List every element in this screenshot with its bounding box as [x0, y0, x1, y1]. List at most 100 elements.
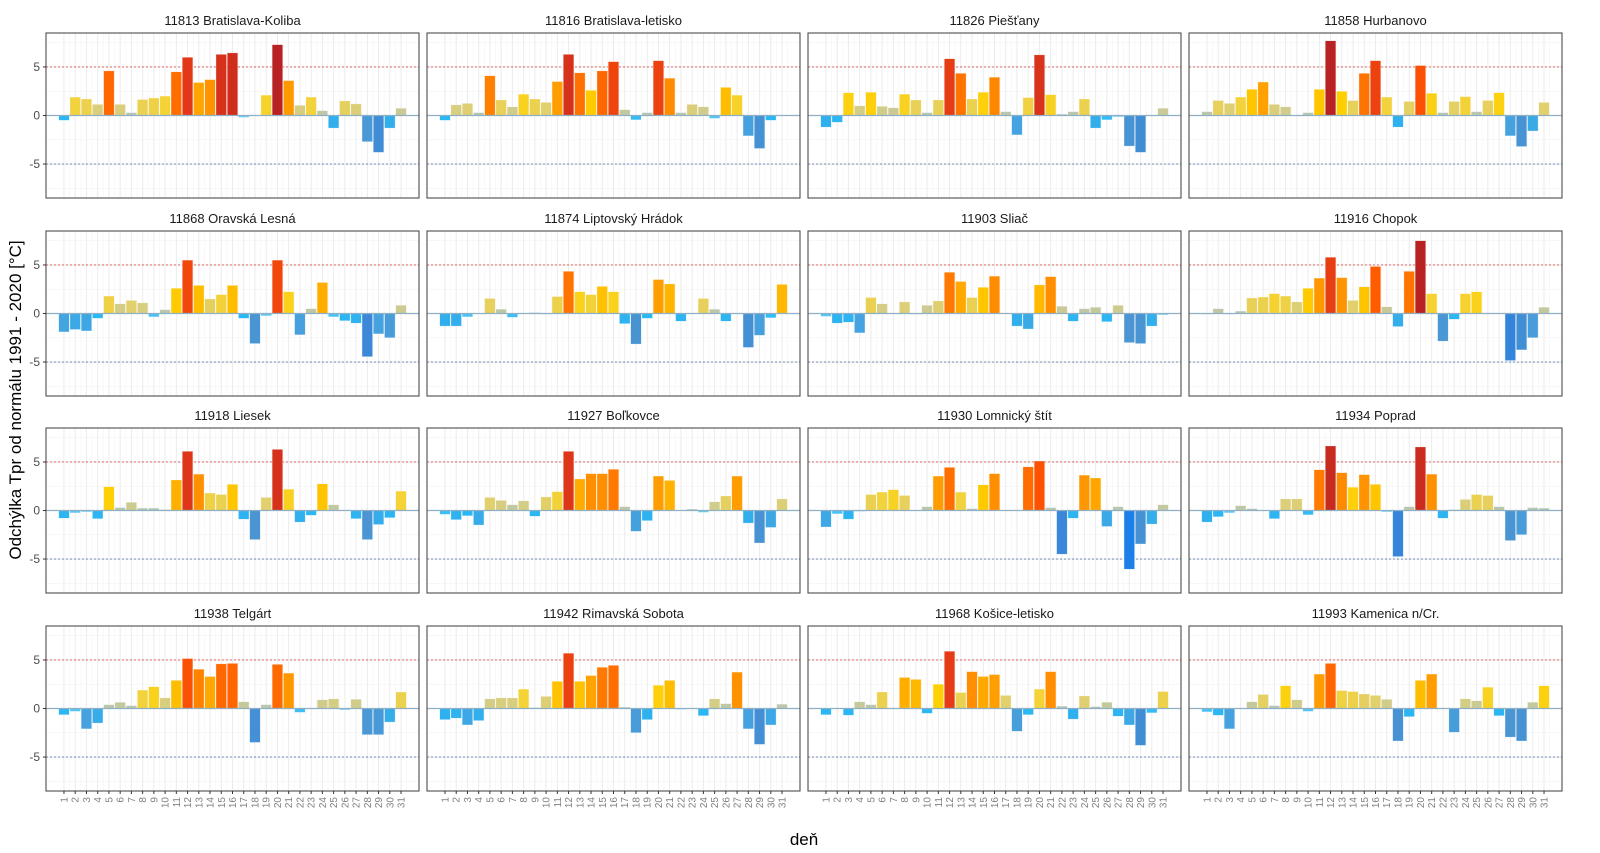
bar: [294, 313, 306, 336]
bar: [720, 495, 732, 511]
bar: [563, 54, 575, 116]
bar: [1325, 445, 1337, 511]
bar: [664, 480, 676, 511]
bar: [697, 298, 709, 314]
bar: [395, 305, 407, 314]
bar: [1369, 60, 1382, 116]
bar: [495, 697, 507, 709]
bar: [1538, 306, 1550, 314]
x-tick-label: 2: [1214, 797, 1225, 803]
bar: [114, 303, 126, 314]
bar: [709, 308, 721, 314]
bar: [58, 708, 70, 716]
x-tick-label: 14: [1349, 797, 1360, 809]
bar: [439, 313, 451, 327]
bar: [1246, 701, 1258, 709]
panel-title: 11927 Boľkovce: [567, 408, 659, 423]
bar: [1302, 288, 1314, 314]
x-tick-label: 19: [643, 797, 654, 809]
x-tick-label: 24: [699, 797, 710, 809]
bar: [607, 469, 620, 511]
bar: [876, 303, 888, 314]
bar: [955, 491, 967, 511]
bar: [910, 679, 922, 709]
bar: [776, 703, 788, 709]
bar: [686, 104, 698, 116]
panel: 11934 Poprad: [1188, 408, 1563, 594]
bar: [193, 668, 205, 709]
bar: [1538, 685, 1550, 709]
bar: [664, 77, 676, 116]
bar: [395, 107, 407, 116]
bar: [966, 671, 978, 709]
bar: [1325, 663, 1337, 709]
x-tick-label: 5: [485, 797, 496, 803]
bar: [1358, 286, 1370, 314]
bar: [1325, 256, 1337, 314]
bar: [159, 95, 171, 116]
bar: [204, 298, 216, 314]
bar: [1235, 96, 1247, 116]
x-tick-label: 17: [1382, 797, 1393, 809]
bar: [1268, 510, 1280, 519]
bar: [574, 291, 586, 314]
bar: [854, 701, 866, 709]
bar: [1381, 96, 1393, 116]
x-tick-label: 21: [1427, 797, 1438, 809]
bar: [585, 294, 597, 314]
x-tick-label: 4: [474, 797, 485, 803]
x-tick-label: 3: [82, 797, 93, 803]
bar: [450, 104, 462, 116]
bar: [373, 708, 385, 735]
bar: [1212, 510, 1224, 518]
bar: [585, 90, 597, 116]
bar: [1336, 690, 1348, 709]
bar: [910, 99, 922, 116]
bar: [607, 291, 620, 314]
bar: [540, 496, 552, 511]
x-tick-label: 5: [866, 797, 877, 803]
panel: 11916 Chopok: [1188, 211, 1563, 397]
bar: [495, 308, 507, 314]
bar: [1369, 266, 1382, 314]
bar: [1056, 510, 1068, 555]
bar: [170, 288, 182, 314]
bar: [305, 510, 317, 516]
panel-title: 11993 Kamenica n/Cr.: [1312, 606, 1440, 621]
bar: [899, 495, 911, 511]
x-tick-label: 25: [710, 797, 721, 809]
x-tick-label: 28: [1125, 797, 1136, 809]
y-tick-label: 0: [33, 702, 40, 716]
bar: [148, 97, 160, 116]
bar: [316, 483, 328, 511]
x-tick-label: 1: [59, 797, 70, 803]
x-tick-label: 14: [968, 797, 979, 809]
x-tick-label: 26: [721, 797, 732, 809]
bar: [461, 510, 473, 517]
bar: [842, 92, 854, 116]
bar: [58, 115, 70, 121]
bar: [1392, 313, 1404, 327]
x-tick-label: 11: [934, 797, 945, 808]
panel: 11918 Liesek -5 0 5: [29, 408, 420, 594]
bar: [226, 484, 239, 511]
bar: [1135, 510, 1147, 545]
bar: [899, 301, 911, 314]
x-tick-label: 19: [262, 797, 273, 809]
bar: [921, 305, 933, 314]
panels-group: 11813 Bratislava-Koliba -5 0 5 11816 Bratisl…: [29, 13, 1563, 809]
panel: 11874 Liptovský Hrádok: [426, 211, 801, 397]
bar: [652, 475, 664, 511]
bar: [1011, 313, 1023, 327]
bar: [1403, 101, 1415, 116]
bar: [1257, 296, 1269, 314]
bar: [765, 313, 777, 319]
bar: [384, 510, 396, 519]
bar: [697, 708, 709, 717]
bar: [1045, 94, 1057, 116]
bar: [1471, 494, 1483, 511]
bar: [283, 80, 295, 116]
bar: [988, 473, 1001, 511]
bar: [596, 70, 608, 116]
